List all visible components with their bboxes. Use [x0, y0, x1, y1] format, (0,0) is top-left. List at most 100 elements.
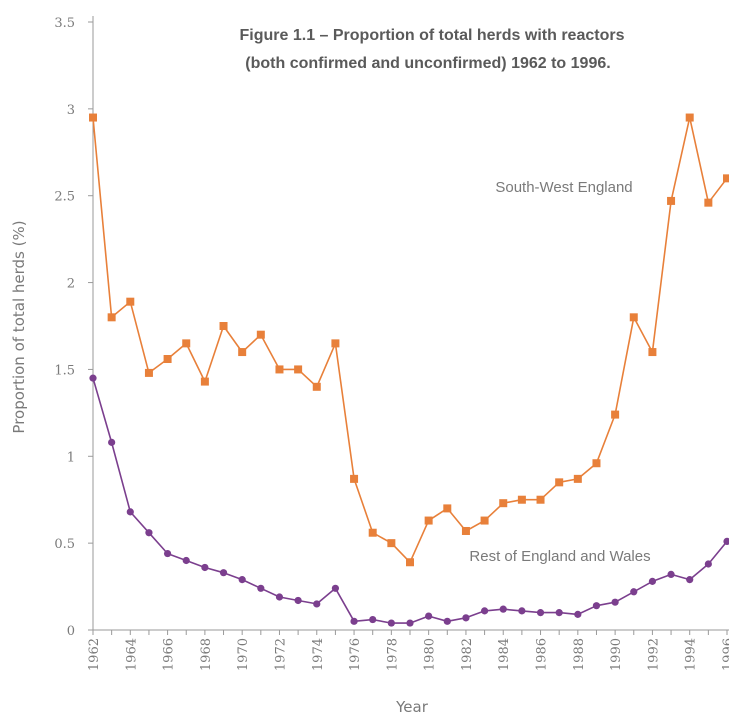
data-point-south-west-england	[350, 474, 359, 483]
data-point-south-west-england	[368, 528, 377, 537]
data-point-rest-of-england-and-wales	[443, 617, 451, 625]
data-point-rest-of-england-and-wales	[592, 602, 601, 610]
data-point-rest-of-england-and-wales	[108, 438, 116, 446]
y-tick-label: 2	[67, 277, 75, 292]
data-point-rest-of-england-and-wales	[425, 612, 433, 620]
data-point-south-west-england	[461, 526, 470, 535]
data-point-rest-of-england-and-wales	[126, 508, 134, 516]
data-point-rest-of-england-and-wales	[574, 610, 582, 618]
x-tick-label: 1980	[423, 638, 438, 671]
data-point-rest-of-england-and-wales	[462, 614, 470, 622]
data-point-south-west-england	[499, 499, 508, 508]
data-point-rest-of-england-and-wales	[201, 563, 209, 572]
data-point-south-west-england	[312, 382, 321, 391]
data-point-rest-of-england-and-wales	[723, 537, 729, 546]
data-point-south-west-england	[648, 348, 657, 357]
data-point-rest-of-england-and-wales	[704, 560, 712, 568]
data-point-rest-of-england-and-wales	[630, 588, 638, 596]
data-point-south-west-england	[555, 478, 564, 487]
y-axis-title: Proportion of total herds (%)	[10, 220, 28, 433]
x-tick-label: 1988	[572, 638, 587, 671]
data-point-rest-of-england-and-wales	[536, 609, 545, 617]
data-point-rest-of-england-and-wales	[518, 607, 526, 615]
data-point-south-west-england	[200, 377, 209, 386]
data-point-south-west-england	[592, 459, 601, 468]
data-point-rest-of-england-and-wales	[480, 607, 489, 615]
data-point-south-west-england	[107, 313, 116, 322]
data-point-rest-of-england-and-wales	[406, 619, 414, 627]
data-point-south-west-england	[424, 516, 433, 525]
x-tick-label: 1984	[497, 638, 512, 671]
data-point-south-west-england	[238, 348, 247, 357]
data-point-south-west-england	[573, 474, 582, 483]
data-point-south-west-england	[387, 539, 396, 548]
data-point-rest-of-england-and-wales	[219, 569, 228, 577]
data-point-rest-of-england-and-wales	[145, 529, 153, 537]
x-tick-label: 1962	[87, 638, 102, 671]
series-line-rest-of-england-and-wales	[92, 377, 728, 624]
data-point-rest-of-england-and-wales	[499, 605, 507, 613]
data-point-rest-of-england-and-wales	[555, 609, 563, 617]
data-point-south-west-england	[144, 368, 153, 377]
x-tick-label: 1976	[348, 638, 363, 671]
y-tick-label: 2.5	[54, 190, 75, 205]
series-label-south-west-england: South-West England	[495, 179, 632, 196]
data-point-rest-of-england-and-wales	[275, 593, 284, 601]
chart-subtitle: (both confirmed and unconfirmed) 1962 to…	[245, 55, 610, 72]
data-point-south-west-england	[704, 198, 713, 207]
data-point-rest-of-england-and-wales	[648, 577, 657, 585]
x-tick-label: 1990	[609, 638, 624, 671]
data-point-rest-of-england-and-wales	[387, 619, 395, 627]
data-point-rest-of-england-and-wales	[686, 576, 694, 584]
y-tick-label: 1	[67, 450, 75, 465]
y-tick-label: 0.5	[54, 537, 75, 552]
data-point-rest-of-england-and-wales	[611, 598, 619, 606]
data-point-south-west-england	[611, 410, 620, 419]
data-point-south-west-england	[294, 365, 303, 374]
data-point-rest-of-england-and-wales	[331, 584, 340, 592]
x-tick-label: 1992	[646, 638, 661, 671]
data-point-rest-of-england-and-wales	[257, 584, 265, 592]
x-tick-label: 1966	[162, 638, 177, 671]
series-layer	[89, 113, 729, 627]
data-point-south-west-england	[256, 330, 265, 339]
x-tick-label: 1968	[199, 638, 214, 671]
data-point-rest-of-england-and-wales	[163, 549, 172, 558]
data-point-south-west-england	[685, 113, 694, 122]
data-point-south-west-england	[536, 495, 545, 504]
data-point-rest-of-england-and-wales	[89, 374, 97, 382]
y-tick-label: 3	[67, 103, 75, 118]
data-point-south-west-england	[480, 516, 489, 525]
chart-title: Figure 1.1 – Proportion of total herds w…	[240, 27, 625, 44]
x-tick-label: 1986	[535, 638, 550, 671]
axes: 0 0.5 1 1.5 2 2.5 3 3.5 1962 1964 1966 1968 1970 1972…	[54, 16, 729, 671]
data-point-south-west-england	[723, 174, 729, 183]
data-point-south-west-england	[667, 196, 676, 205]
data-point-south-west-england	[331, 339, 340, 348]
data-point-rest-of-england-and-wales	[182, 556, 190, 565]
data-point-rest-of-england-and-wales	[294, 596, 302, 605]
y-tick-label: 0	[67, 624, 75, 639]
data-point-south-west-england	[443, 504, 452, 513]
x-tick-label: 1964	[124, 638, 139, 671]
data-point-south-west-england	[629, 313, 638, 322]
data-point-south-west-england	[517, 495, 526, 504]
data-point-rest-of-england-and-wales	[238, 576, 246, 584]
data-point-south-west-england	[89, 113, 97, 122]
x-tick-label: 1982	[460, 638, 475, 671]
x-tick-label: 1974	[311, 638, 326, 671]
data-point-rest-of-england-and-wales	[313, 600, 321, 608]
data-point-south-west-england	[406, 558, 414, 567]
y-tick-label: 1.5	[54, 363, 75, 378]
x-axis-title: Year	[395, 698, 429, 716]
data-point-south-west-england	[126, 297, 135, 306]
data-point-rest-of-england-and-wales	[350, 617, 358, 625]
data-point-south-west-england	[219, 322, 228, 330]
x-tick-label: 1978	[385, 638, 400, 671]
data-point-rest-of-england-and-wales	[369, 615, 377, 624]
data-point-rest-of-england-and-wales	[667, 570, 675, 579]
data-point-south-west-england	[275, 365, 284, 374]
x-tick-label: 1970	[236, 638, 251, 671]
